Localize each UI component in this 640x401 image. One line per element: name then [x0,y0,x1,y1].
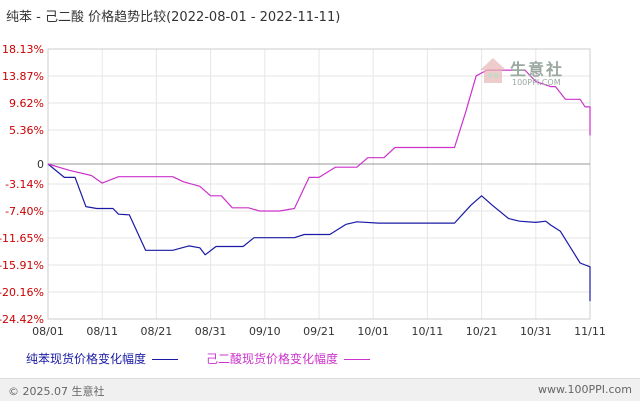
legend-label-benzene: 纯苯现货价格变化幅度 [26,352,147,366]
legend-label-adipic: 己二酸现货价格变化幅度 [206,352,339,366]
watermark: 生意社 100PPI.COM [478,52,574,96]
copyright-text: © 2025.07 生意社 [8,385,105,398]
legend-item-benzene: 纯苯现货价格变化幅度 [26,350,179,367]
y-tick-label: 13.87% [2,70,44,83]
legend-swatch-adipic [344,359,371,360]
y-tick-label: 0 [37,158,44,171]
x-tick-label: 10/31 [520,325,552,338]
y-tick-label: 18.13% [2,43,44,56]
x-axis-ticks: 08/01 08/11 08/21 08/31 09/10 09/21 10/01 10/11… [32,325,606,338]
series-line-adipic [47,69,591,212]
x-tick-label: 09/21 [303,325,335,338]
x-tick-label: 11/11 [574,325,606,338]
y-tick-label: 5.36% [9,124,44,137]
x-tick-label: 10/01 [357,325,389,338]
x-tick-label: 08/31 [195,325,227,338]
y-tick-label: -20.16% [0,286,44,299]
y-tick-label: -11.65% [0,232,44,245]
x-tick-label: 08/11 [86,325,118,338]
series-lines [47,69,591,302]
y-tick-label: -15.91% [0,259,44,272]
x-tick-label: 10/21 [466,325,498,338]
series-line-benzene [47,163,591,302]
footer-bar: © 2025.07 生意社 www.100PPI.com [0,378,640,401]
y-tick-label: -7.40% [5,205,44,218]
chart-title: 纯苯 - 己二酸 价格趋势比较(2022-08-01 - 2022-11-11) [6,10,341,25]
x-tick-label: 10/11 [412,325,444,338]
y-tick-label: -24.42% [0,313,44,326]
x-tick-label: 09/10 [249,325,281,338]
plot-area-border [47,48,591,320]
house-logo-icon [480,58,506,83]
watermark-url: 100PPI.COM [512,78,561,87]
y-tick-label: -3.14% [5,178,44,191]
legend-item-adipic: 己二酸现货价格变化幅度 [206,350,371,367]
x-tick-label: 08/01 [32,325,64,338]
x-tick-label: 08/21 [141,325,173,338]
y-tick-label: 9.62% [9,97,44,110]
legend-swatch-benzene [152,359,179,360]
site-url: www.100PPI.com [538,383,632,396]
watermark-text: 生意社 [510,60,565,79]
y-axis-ticks: 18.13% 13.87% 9.62% 5.36% 0 -3.14% -7.40% -11.6… [0,43,44,326]
